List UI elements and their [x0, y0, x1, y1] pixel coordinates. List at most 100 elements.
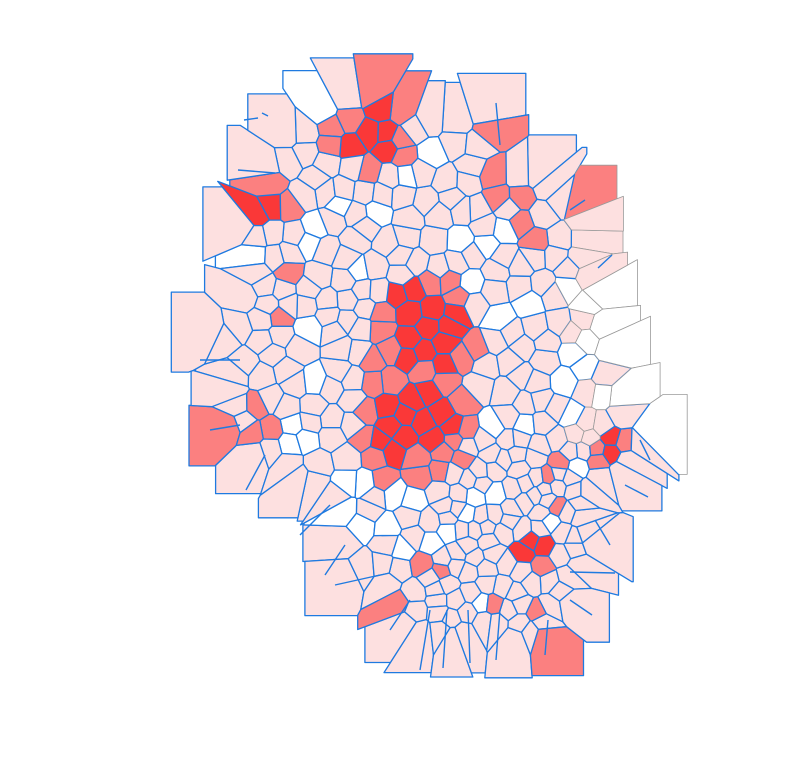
voronoi-cell [371, 181, 394, 208]
voronoi-cell [332, 173, 356, 202]
outer-edge [209, 424, 241, 431]
voronoi-cell [549, 478, 568, 498]
voronoi-cell [516, 473, 535, 494]
outer-edge [569, 199, 586, 211]
voronoi-cell [247, 93, 297, 149]
voronoi-cell [257, 463, 309, 519]
voronoi-cell [371, 551, 394, 578]
voronoi-cell [467, 519, 483, 541]
outer-edge [495, 102, 501, 146]
voronoi-cell [557, 499, 577, 525]
voronoi-cell [481, 543, 509, 565]
voronoi-cell [343, 199, 368, 228]
voronoi-cell [438, 314, 471, 340]
voronoi-cell [415, 567, 441, 588]
outer-edge [495, 609, 501, 661]
voronoi-cell [580, 428, 601, 447]
outer-edge [419, 609, 431, 671]
voronoi-cell [520, 619, 539, 656]
voronoi-cell [190, 369, 251, 408]
voronoi-cell [391, 124, 417, 150]
voronoi-cell [400, 441, 433, 470]
voronoi-cell [295, 428, 321, 457]
outer-edge [624, 484, 649, 498]
outer-edge [299, 504, 331, 536]
voronoi-cell [444, 461, 465, 487]
voronoi-cell [507, 247, 536, 277]
voronoi-cell [360, 445, 388, 472]
voronoi-cell [296, 294, 319, 320]
voronoi-cell [357, 588, 410, 631]
voronoi-cell [547, 580, 575, 602]
voronoi-cell [449, 499, 468, 519]
voronoi-cell [563, 195, 624, 232]
outer-edge [442, 609, 448, 669]
voronoi-cell [240, 224, 268, 248]
voronoi-cell [630, 426, 680, 482]
voronoi-cell [490, 403, 521, 430]
outer-edge [324, 544, 346, 576]
voronoi-cell [362, 91, 394, 123]
voronoi-cell [454, 519, 470, 541]
voronoi-cell [431, 562, 452, 580]
voronoi-cell [319, 334, 353, 362]
voronoi-cell [518, 530, 540, 552]
voronoi-cell [316, 113, 346, 138]
voronoi-cell [541, 512, 562, 535]
voronoi-cell [428, 495, 454, 515]
voronoi-cell [286, 177, 319, 214]
voronoi-cell [519, 570, 542, 598]
voronoi-cell [347, 316, 372, 342]
voronoi-cell [533, 328, 563, 353]
voronoi-cell [170, 291, 225, 373]
voronoi-cells [170, 53, 688, 679]
voronoi-cell [363, 248, 391, 281]
voronoi-cell [369, 276, 390, 304]
voronoi-cell [550, 466, 568, 482]
voronoi-cell [253, 293, 280, 316]
voronoi-cell [523, 368, 552, 394]
voronoi-cell [435, 523, 457, 546]
voronoi-cell [259, 438, 283, 470]
voronoi-cell [391, 533, 418, 562]
voronoi-cell [330, 243, 363, 271]
outer-edge [569, 571, 616, 574]
outer-edge [237, 169, 276, 174]
voronoi-cell [586, 453, 611, 470]
outer-edge [467, 609, 471, 664]
voronoi-cell [244, 329, 274, 356]
outer-edge [569, 599, 593, 616]
voronoi-cell [591, 383, 613, 411]
voronoi-cell [485, 461, 508, 483]
voronoi-cell [506, 459, 532, 480]
voronoi-cell [508, 185, 538, 211]
voronoi-cell [495, 346, 526, 377]
voronoi-cell [302, 358, 328, 395]
voronoi-cell [509, 289, 547, 319]
voronoi-cell [456, 170, 484, 198]
voronoi-cell [479, 278, 511, 307]
voronoi-cell [457, 437, 480, 458]
voronoi-cell [272, 262, 306, 286]
voronoi-cell [393, 347, 419, 376]
voronoi-cell [339, 411, 367, 441]
outer-edge [334, 574, 381, 586]
voronoi-cell [508, 209, 536, 241]
voronoi-cell [499, 513, 523, 531]
voronoi-cell [431, 372, 464, 398]
voronoi-cell [340, 364, 365, 391]
voronoi-cell [272, 392, 301, 421]
voronoi-cell [261, 219, 285, 247]
voronoi-cell [507, 445, 528, 464]
outer-edge [389, 599, 411, 631]
voronoi-cell [429, 626, 474, 678]
voronoi-cell [359, 485, 387, 511]
voronoi-cell [410, 406, 438, 438]
voronoi-cell [364, 200, 395, 228]
voronoi-cell [226, 124, 281, 181]
voronoi-cell [402, 275, 427, 303]
outer-edge [243, 117, 259, 121]
voronoi-cell [405, 245, 431, 277]
voronoi-cell [437, 186, 467, 211]
